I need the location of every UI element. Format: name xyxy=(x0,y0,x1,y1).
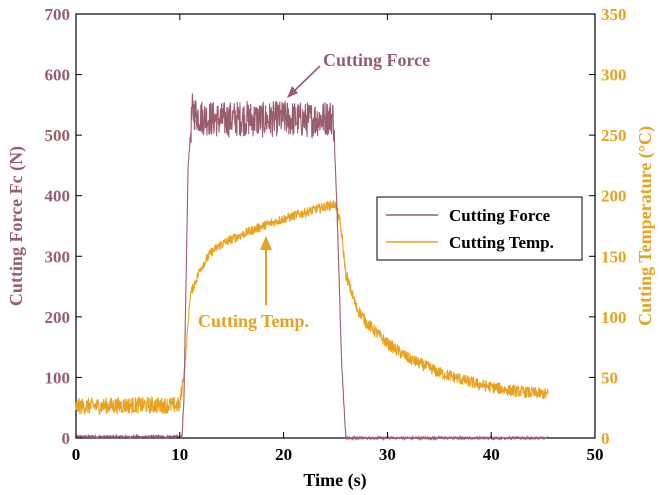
left-tick-label: 700 xyxy=(45,5,71,24)
annotation-arrowhead-temp xyxy=(260,236,272,250)
annotation-arrowhead-force xyxy=(287,86,298,98)
annotation-text-force: Cutting Force xyxy=(323,50,430,70)
series-line-cutting-force xyxy=(75,93,549,442)
x-axis-title: Time (s) xyxy=(303,470,366,491)
left-tick-label: 300 xyxy=(45,247,71,266)
left-axis-ticks: 0 100 200 300 400 500 600 700 xyxy=(45,5,82,448)
x-tick-label: 20 xyxy=(275,445,292,464)
right-tick-label: 150 xyxy=(601,247,627,266)
legend-box xyxy=(376,196,583,261)
x-tick-label: 10 xyxy=(171,445,188,464)
left-tick-label: 200 xyxy=(45,308,71,327)
right-tick-label: 50 xyxy=(601,368,618,387)
left-tick-label: 0 xyxy=(62,429,71,448)
right-tick-label: 0 xyxy=(601,429,610,448)
annotation-cutting-force: Cutting Force xyxy=(287,50,430,98)
plot-frame xyxy=(75,13,596,439)
series-line-cutting-temp xyxy=(75,200,549,416)
left-tick-label: 600 xyxy=(45,66,71,85)
x-tick-label: 30 xyxy=(379,445,396,464)
legend-label-cutting-temp: Cutting Temp. xyxy=(449,233,554,252)
right-tick-label: 200 xyxy=(601,187,627,206)
left-axis-title: Cutting Force Fc (N) xyxy=(6,146,27,306)
x-tick-label: 50 xyxy=(587,445,604,464)
left-tick-label: 100 xyxy=(45,368,71,387)
legend-label-cutting-force: Cutting Force xyxy=(449,206,551,225)
x-axis-ticks: 0 10 20 30 40 50 xyxy=(72,14,604,464)
annotation-text-temp: Cutting Temp. xyxy=(198,311,309,331)
right-tick-label: 250 xyxy=(601,126,627,145)
x-tick-label: 40 xyxy=(483,445,500,464)
right-axis-ticks: 0 50 100 150 200 250 300 350 xyxy=(589,5,627,448)
right-axis-title: Cutting Temperature (°C) xyxy=(635,126,656,326)
x-tick-label: 0 xyxy=(72,445,81,464)
legend: Cutting Force Cutting Temp. xyxy=(376,196,583,261)
right-tick-label: 300 xyxy=(601,66,627,85)
left-tick-label: 400 xyxy=(45,187,71,206)
series-layer xyxy=(75,93,549,442)
right-tick-label: 100 xyxy=(601,308,627,327)
left-tick-label: 500 xyxy=(45,126,71,145)
right-tick-label: 350 xyxy=(601,5,627,24)
annotation-cutting-temp: Cutting Temp. xyxy=(198,236,309,331)
